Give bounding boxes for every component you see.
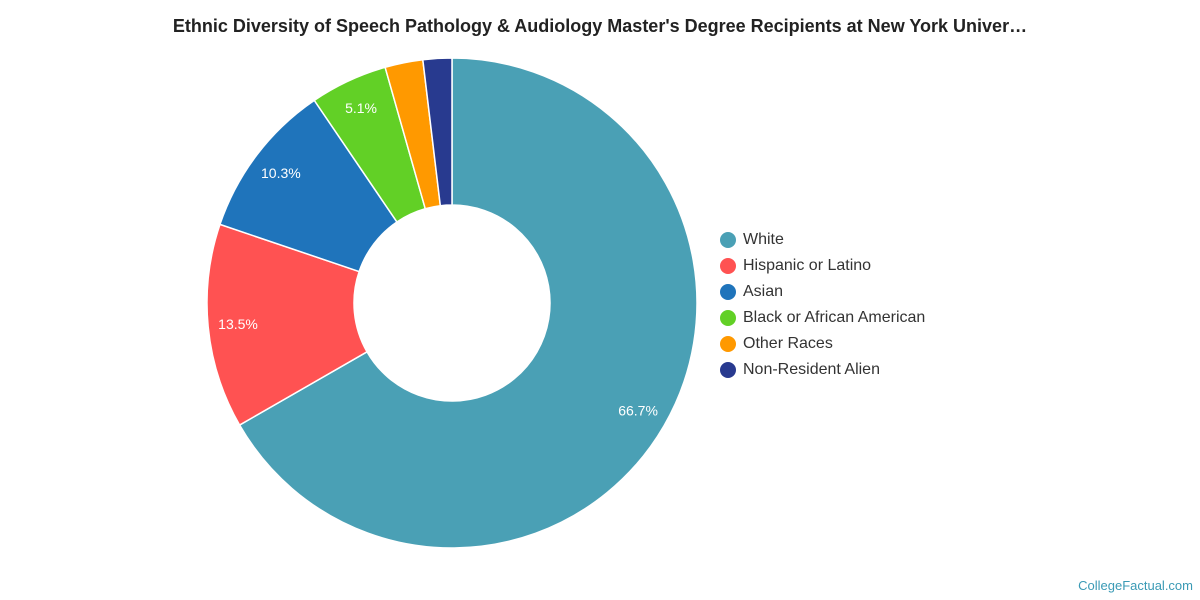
legend-marker-icon (720, 232, 736, 248)
data-label-white: 66.7% (618, 403, 658, 419)
legend-item-asian[interactable]: Asian (720, 279, 925, 305)
chart-title: Ethnic Diversity of Speech Pathology & A… (172, 16, 1028, 36)
legend-marker-icon (720, 362, 736, 378)
legend-item-non-resident-alien[interactable]: Non-Resident Alien (720, 357, 925, 383)
legend-label: Other Races (743, 335, 833, 352)
legend-item-black-or-african-american[interactable]: Black or African American (720, 305, 925, 331)
pie-slice-asian[interactable] (219, 99, 398, 273)
watermark-link[interactable]: CollegeFactual.com (1078, 578, 1193, 593)
legend-label: Hispanic or Latino (743, 257, 872, 274)
legend-item-other-races[interactable]: Other Races (720, 331, 925, 357)
chart-legend: White Hispanic or Latino Asian Black or Afr… (720, 227, 925, 383)
data-label-black-or-african-american: 5.1% (345, 100, 377, 116)
pie-slice-white[interactable] (238, 57, 698, 549)
legend-item-hispanic-or-latino[interactable]: Hispanic or Latino (720, 253, 925, 279)
legend-item-white[interactable]: White (720, 227, 925, 253)
legend-label: Non-Resident Alien (743, 361, 880, 378)
legend-marker-icon (720, 310, 736, 326)
pie-slice-hispanic-or-latino[interactable] (206, 223, 369, 427)
legend-label: Black or African American (743, 309, 926, 326)
legend-marker-icon (720, 284, 736, 300)
data-label-asian: 10.3% (261, 165, 301, 181)
legend-marker-icon (720, 336, 736, 352)
pie-slice-non-resident-alien[interactable] (421, 57, 453, 207)
legend-label: White (743, 231, 784, 248)
legend-label: Asian (743, 283, 784, 300)
legend-marker-icon (720, 258, 736, 274)
data-label-hispanic-or-latino: 13.5% (218, 316, 258, 332)
